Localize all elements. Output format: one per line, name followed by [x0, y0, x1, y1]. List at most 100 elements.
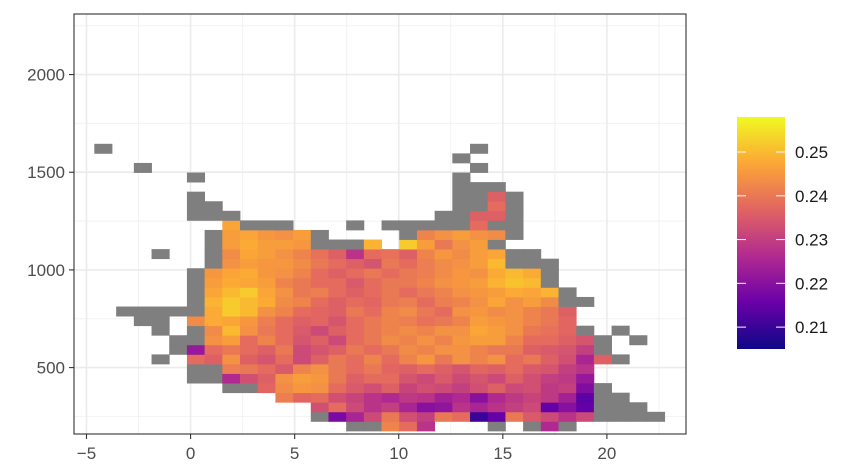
- heatmap-cell: [416, 296, 436, 307]
- heatmap-cell: [416, 354, 436, 365]
- heatmap-cell: [487, 239, 506, 250]
- x-axis: −5 0 5 10 15 20: [77, 434, 616, 463]
- heatmap-cell: [487, 316, 506, 327]
- heatmap-cell: [505, 249, 524, 260]
- heatmap-cell: [328, 306, 347, 317]
- heatmap-cell: [346, 220, 365, 231]
- heatmap-cell: [399, 402, 418, 413]
- heatmap-cell: [558, 363, 577, 374]
- heatmap-cell: [434, 249, 453, 260]
- heatmap-cell: [363, 344, 382, 355]
- heatmap-cell: [381, 306, 400, 317]
- heatmap-cell: [328, 268, 347, 279]
- heatmap-cell: [523, 335, 542, 346]
- heatmap-cell: [275, 344, 294, 355]
- heatmap-cell: [328, 363, 347, 374]
- heatmap-cell: [540, 335, 559, 346]
- x-tick-label: 5: [290, 444, 299, 463]
- heatmap-cell: [310, 363, 329, 374]
- heatmap-cell: [470, 402, 489, 413]
- heatmap-cells: [94, 143, 666, 432]
- heatmap-cell: [576, 296, 595, 307]
- heatmap-cell: [186, 172, 206, 183]
- heatmap-cell: [257, 354, 276, 365]
- heatmap-cell: [416, 277, 436, 288]
- heatmap-cell: [487, 373, 506, 384]
- heatmap-cell: [452, 402, 471, 413]
- heatmap-cell: [487, 411, 506, 422]
- heatmap-cell: [399, 421, 418, 432]
- heatmap-cell: [399, 287, 418, 298]
- heatmap-cell: [240, 354, 259, 365]
- heatmap-cell: [434, 296, 453, 307]
- heatmap-cell: [240, 316, 259, 327]
- heatmap-cell: [151, 249, 170, 260]
- heatmap-cell: [523, 306, 542, 317]
- heatmap-cell: [540, 287, 559, 298]
- heatmap-cell: [505, 191, 524, 202]
- heatmap-cell: [470, 220, 489, 231]
- heatmap-cell: [593, 344, 612, 355]
- heatmap-cell: [346, 354, 365, 365]
- heatmap-cell: [434, 258, 453, 269]
- heatmap-cell: [558, 335, 577, 346]
- heatmap-cell: [293, 258, 312, 269]
- heatmap-cell: [558, 306, 577, 317]
- heatmap-cell: [540, 277, 559, 288]
- heatmap-cell: [240, 344, 259, 355]
- heatmap-cell: [293, 344, 312, 355]
- heatmap-cell: [240, 335, 259, 346]
- heatmap-cell: [169, 306, 188, 317]
- heatmap-cell: [434, 402, 453, 413]
- heatmap-cell: [487, 354, 506, 365]
- heatmap-cell: [257, 220, 276, 231]
- heatmap-cell: [363, 296, 382, 307]
- heatmap-cell: [540, 421, 559, 432]
- heatmap-cell: [416, 268, 436, 279]
- heatmap-cell: [576, 354, 595, 365]
- heatmap-cell: [593, 383, 612, 394]
- heatmap-cell: [363, 383, 382, 394]
- heatmap-cell: [346, 287, 365, 298]
- legend-colorbar: [737, 117, 785, 349]
- heatmap-cell: [186, 201, 206, 212]
- heatmap-cell: [222, 277, 241, 288]
- heatmap-cell: [523, 363, 542, 374]
- heatmap-cell: [133, 316, 152, 327]
- heatmap-cell: [416, 383, 436, 394]
- heatmap-cell: [470, 210, 489, 221]
- heatmap-cell: [240, 296, 259, 307]
- heatmap-cell: [558, 402, 577, 413]
- heatmap-cell: [186, 306, 206, 317]
- heatmap-cell: [204, 354, 223, 365]
- heatmap-cell: [416, 421, 436, 432]
- heatmap-cell: [434, 411, 453, 422]
- heatmap-cell: [310, 268, 329, 279]
- heatmap-cell: [186, 277, 206, 288]
- heatmap-cell: [523, 249, 542, 260]
- heatmap-cell: [293, 335, 312, 346]
- heatmap-cell: [363, 287, 382, 298]
- heatmap-cell: [523, 421, 542, 432]
- heatmap-cell: [487, 229, 506, 240]
- heatmap-cell: [629, 335, 648, 346]
- heatmap-cell: [381, 335, 400, 346]
- heatmap-cell: [593, 335, 612, 346]
- heatmap-cell: [540, 363, 559, 374]
- heatmap-cell: [328, 277, 347, 288]
- heatmap-cell: [523, 296, 542, 307]
- heatmap-cell: [116, 306, 135, 317]
- heatmap-cell: [240, 277, 259, 288]
- x-tick-label: 10: [389, 444, 408, 463]
- heatmap-cell: [222, 210, 241, 221]
- heatmap-cell: [434, 239, 453, 250]
- heatmap-cell: [293, 239, 312, 250]
- heatmap-cell: [523, 354, 542, 365]
- heatmap-cell: [523, 411, 542, 422]
- heatmap-cell: [523, 287, 542, 298]
- heatmap-cell: [381, 249, 400, 260]
- heatmap-cell: [293, 363, 312, 374]
- heatmap-cell: [257, 316, 276, 327]
- heatmap-cell: [363, 363, 382, 374]
